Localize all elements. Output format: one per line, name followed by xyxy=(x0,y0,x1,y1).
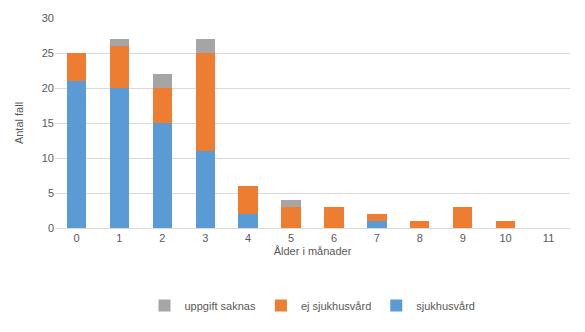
svg-text:4: 4 xyxy=(245,232,251,244)
svg-text:sjukhusvård: sjukhusvård xyxy=(416,300,475,312)
svg-text:8: 8 xyxy=(417,232,423,244)
svg-text:0: 0 xyxy=(73,232,79,244)
svg-text:11: 11 xyxy=(543,232,554,244)
svg-text:ej sjukhusvård: ej sjukhusvård xyxy=(301,300,371,312)
svg-text:3: 3 xyxy=(202,232,208,244)
svg-text:7: 7 xyxy=(374,232,380,244)
svg-text:10: 10 xyxy=(499,232,511,244)
svg-text:2: 2 xyxy=(159,232,165,244)
svg-text:6: 6 xyxy=(331,232,337,244)
svg-text:5: 5 xyxy=(48,187,54,199)
svg-text:20: 20 xyxy=(42,82,54,94)
svg-text:15: 15 xyxy=(42,117,54,129)
svg-text:10: 10 xyxy=(42,152,54,164)
svg-text:25: 25 xyxy=(42,47,54,59)
svg-text:Ålder i månader: Ålder i månader xyxy=(274,245,352,257)
svg-text:9: 9 xyxy=(460,232,466,244)
svg-text:0: 0 xyxy=(48,222,54,234)
svg-text:uppgift saknas: uppgift saknas xyxy=(185,300,256,312)
svg-text:5: 5 xyxy=(288,232,294,244)
svg-text:1: 1 xyxy=(116,232,122,244)
svg-text:Antal fall: Antal fall xyxy=(13,102,25,144)
svg-text:30: 30 xyxy=(42,12,54,24)
